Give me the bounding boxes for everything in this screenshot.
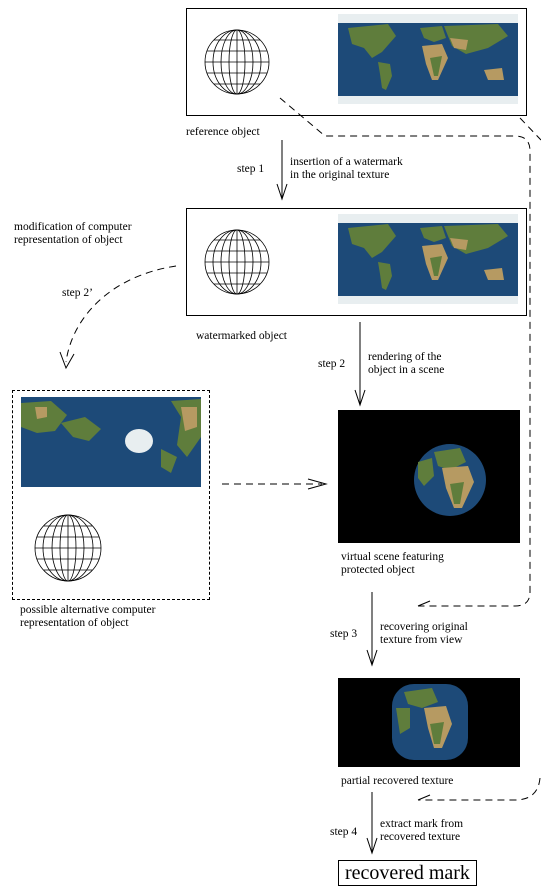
step3-arrowhead	[366, 649, 378, 667]
top-right-dashed-stub	[519, 117, 541, 141]
recovered-mark-box: recovered mark	[338, 860, 477, 886]
partial-recovered-texture-label: partial recovered texture	[341, 775, 454, 787]
step2-description-line2: object in a scene	[368, 364, 445, 376]
alternative-representation-label-line2: representation of object	[20, 617, 129, 629]
virtual-scene-label-line1: virtual scene featuring	[341, 551, 444, 563]
step1-arrowhead	[276, 183, 288, 201]
step4-feedback-arrowhead	[417, 794, 431, 801]
step2-prime-label: step 2’	[62, 287, 93, 299]
step2-prime-dashed-curve	[65, 265, 177, 363]
watermarked-object-label: watermarked object	[196, 330, 287, 342]
step1-label: step 1	[237, 163, 265, 175]
alternative-representation-box	[12, 390, 210, 600]
step3-description-line1: recovering original	[380, 621, 468, 633]
step2-description-line1: rendering of the	[368, 351, 442, 363]
step1-description-line1: insertion of a watermark	[290, 156, 403, 168]
alternative-representation-label-line1: possible alternative computer	[20, 604, 156, 616]
modification-label-line2: representation of object	[14, 234, 123, 246]
step1-description-line2: in the original texture	[290, 169, 390, 181]
step4-label: step 4	[330, 826, 358, 838]
virtual-scene-image	[338, 410, 520, 543]
alternative-to-scene-arrowhead	[307, 478, 328, 490]
reference-texture-world-map	[338, 14, 518, 104]
reference-object-label: reference object	[186, 126, 260, 138]
step4-description-line2: recovered texture	[380, 831, 461, 843]
step4-description-line1: extract mark from	[380, 818, 464, 830]
modification-label-line1: modification of computer	[14, 221, 132, 233]
alternative-texture-world-map	[21, 397, 201, 487]
step3-label: step 3	[330, 628, 358, 640]
step2-arrowhead	[354, 389, 366, 407]
step2-label: step 2	[318, 358, 346, 370]
step3-feedback-arrowhead	[417, 600, 431, 607]
step4-arrowhead	[366, 837, 378, 855]
step2-prime-arrowhead	[59, 351, 75, 370]
virtual-scene-label-line2: protected object	[341, 564, 415, 576]
watermarked-texture-world-map	[338, 214, 518, 304]
step3-description-line2: texture from view	[380, 634, 463, 646]
partial-recovered-texture-image	[338, 678, 520, 767]
